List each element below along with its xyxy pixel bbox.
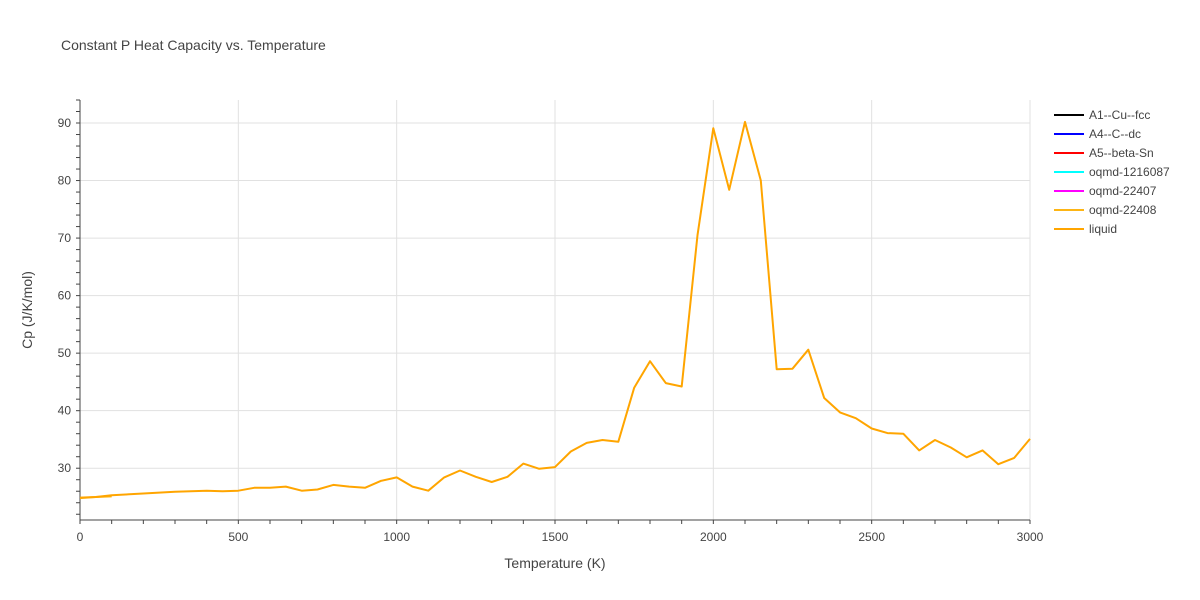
legend: A1--Cu--fcc A4--C--dc A5--beta-Sn oqmd-1216… xyxy=(1054,108,1170,236)
x-tick-label: 500 xyxy=(228,530,248,544)
x-tick-label: 3000 xyxy=(1017,530,1044,544)
grid-lines xyxy=(80,100,1031,520)
legend-label-a4-c-dc: A4--C--dc xyxy=(1089,127,1141,141)
legend-label-a1-cu-fcc: A1--Cu--fcc xyxy=(1089,108,1150,122)
plot-area xyxy=(79,120,1031,500)
x-tick-label: 1000 xyxy=(383,530,410,544)
axes xyxy=(76,99,1031,524)
legend-label-a5-beta-sn: A5--beta-Sn xyxy=(1089,146,1154,160)
legend-label-liquid: liquid xyxy=(1089,222,1117,236)
x-tick-label: 2000 xyxy=(700,530,727,544)
x-tick-label: 2500 xyxy=(858,530,885,544)
y-tick-label: 30 xyxy=(58,461,72,475)
y-tick-label: 50 xyxy=(58,346,72,360)
y-tick-label: 60 xyxy=(58,289,72,303)
y-tick-label: 70 xyxy=(58,231,72,245)
chart-title: Constant P Heat Capacity vs. Temperature xyxy=(61,37,326,53)
y-tick-label: 90 xyxy=(58,116,72,130)
series-line-liquid xyxy=(79,120,1031,499)
y-tick-label: 80 xyxy=(58,174,72,188)
x-tick-label: 0 xyxy=(77,530,84,544)
legend-label-oqmd-22407: oqmd-22407 xyxy=(1089,184,1157,198)
y-axis-title: Cp (J/K/mol) xyxy=(19,271,35,349)
x-axis-title: Temperature (K) xyxy=(504,555,605,571)
legend-label-oqmd-1216087: oqmd-1216087 xyxy=(1089,165,1170,179)
x-tick-labels: 0 500 1000 1500 2000 2500 3000 xyxy=(77,530,1044,544)
legend-label-oqmd-22408: oqmd-22408 xyxy=(1089,203,1157,217)
x-tick-label: 1500 xyxy=(542,530,569,544)
y-tick-label: 40 xyxy=(58,404,72,418)
y-tick-labels: 30 40 50 60 70 80 90 xyxy=(58,116,72,475)
